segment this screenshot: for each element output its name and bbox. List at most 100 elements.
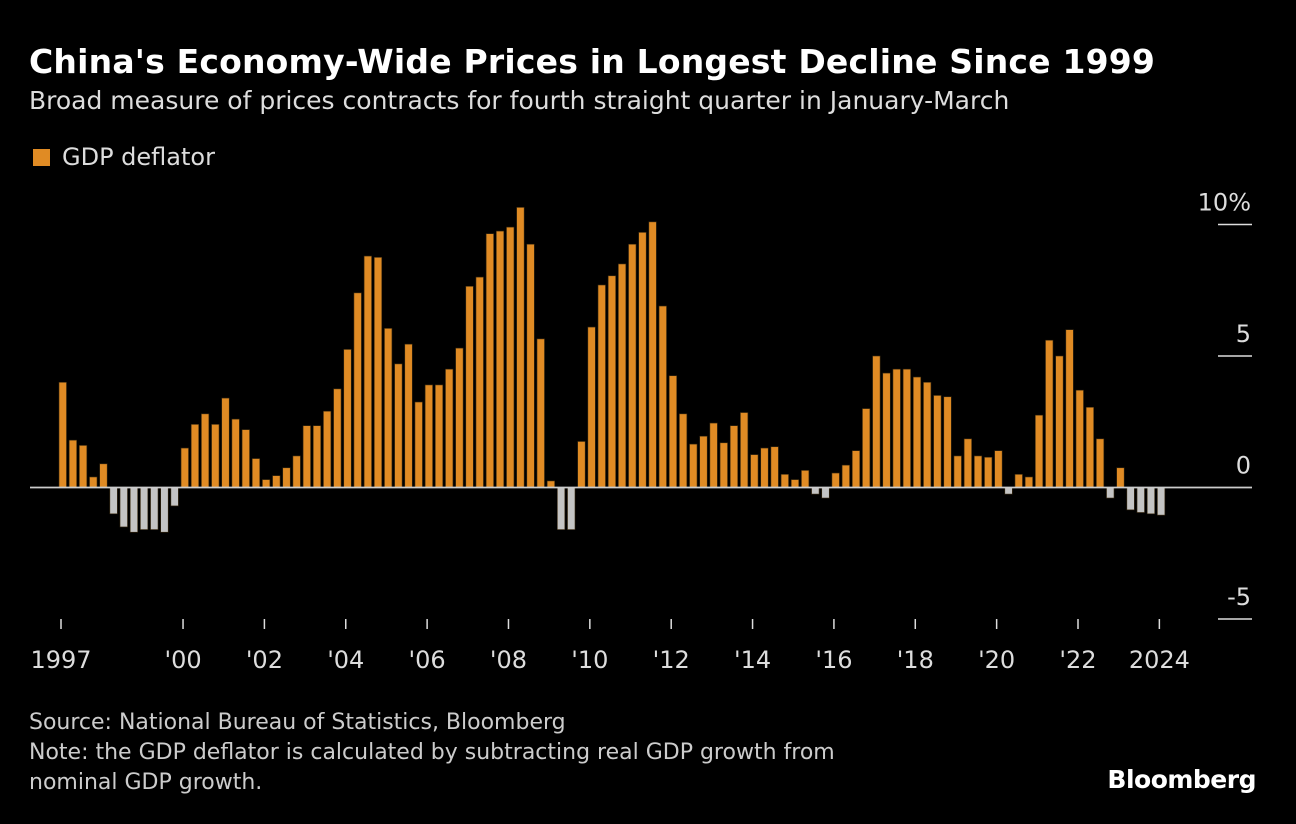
legend-swatch bbox=[33, 148, 50, 166]
bar bbox=[190, 424, 200, 488]
bar bbox=[170, 487, 179, 507]
bar bbox=[729, 425, 739, 488]
bar bbox=[1004, 487, 1013, 495]
bar bbox=[353, 292, 362, 488]
bar bbox=[923, 381, 932, 488]
bar bbox=[201, 413, 210, 488]
y-tick-label: 0 bbox=[1236, 452, 1251, 480]
y-tick-label: -5 bbox=[1227, 583, 1251, 611]
footnote-line-1: Note: the GDP deflator is calculated by … bbox=[29, 740, 835, 765]
bar bbox=[79, 445, 88, 488]
bar bbox=[902, 368, 911, 488]
bar bbox=[1065, 329, 1074, 488]
bar bbox=[475, 276, 484, 488]
bar bbox=[709, 422, 718, 488]
bar bbox=[831, 472, 840, 488]
bar bbox=[526, 243, 535, 488]
bar bbox=[292, 455, 301, 488]
bar bbox=[1075, 389, 1084, 488]
bar bbox=[1035, 414, 1044, 488]
bar bbox=[1024, 476, 1033, 488]
bar bbox=[933, 395, 942, 488]
bar bbox=[485, 233, 494, 488]
bar bbox=[496, 230, 505, 488]
bar bbox=[668, 375, 678, 488]
bar bbox=[1096, 438, 1105, 488]
bar bbox=[516, 207, 525, 488]
bar bbox=[811, 487, 820, 495]
bar bbox=[973, 455, 983, 488]
x-tick-label: '18 bbox=[897, 646, 934, 674]
bar bbox=[445, 368, 454, 488]
bar bbox=[302, 425, 311, 488]
bar bbox=[567, 487, 576, 530]
bar bbox=[679, 413, 688, 488]
bar bbox=[1014, 474, 1023, 488]
bar bbox=[658, 305, 667, 488]
x-tick-label: '20 bbox=[978, 646, 1015, 674]
bar bbox=[862, 408, 871, 488]
bar bbox=[963, 438, 972, 488]
bar bbox=[272, 475, 281, 488]
bar bbox=[740, 412, 749, 488]
bar bbox=[221, 397, 230, 488]
bar bbox=[638, 232, 647, 488]
bar bbox=[587, 326, 596, 488]
bar bbox=[312, 425, 322, 488]
bar bbox=[1085, 406, 1094, 488]
x-tick-label: '12 bbox=[653, 646, 690, 674]
bar bbox=[892, 368, 901, 488]
y-tick-label: 10% bbox=[1198, 189, 1251, 217]
source-note: Source: National Bureau of Statistics, B… bbox=[29, 710, 566, 735]
bar bbox=[343, 349, 352, 488]
bar bbox=[719, 442, 728, 488]
bar bbox=[699, 435, 708, 488]
x-tick-label: '04 bbox=[327, 646, 364, 674]
bar bbox=[241, 429, 250, 488]
bar bbox=[119, 487, 128, 528]
x-tick-label: '02 bbox=[246, 646, 283, 674]
x-tick-label: 1997 bbox=[30, 646, 91, 674]
bar bbox=[262, 479, 271, 488]
legend-label: GDP deflator bbox=[62, 143, 215, 171]
bar bbox=[373, 257, 383, 488]
bar bbox=[1126, 487, 1135, 511]
bar bbox=[597, 284, 606, 488]
bar bbox=[282, 467, 291, 488]
chart-title: China's Economy-Wide Prices in Longest D… bbox=[29, 42, 1156, 81]
bar bbox=[129, 487, 138, 533]
bar bbox=[434, 384, 444, 488]
footnote-line-2: nominal GDP growth. bbox=[29, 770, 263, 795]
bar bbox=[251, 458, 261, 488]
bar bbox=[384, 328, 393, 488]
bar bbox=[912, 376, 922, 488]
bar bbox=[140, 487, 149, 530]
bar bbox=[394, 363, 403, 488]
bar bbox=[577, 441, 586, 488]
bar bbox=[841, 464, 850, 488]
bar bbox=[1106, 487, 1115, 499]
y-tick-label: 5 bbox=[1236, 320, 1251, 348]
bar bbox=[750, 454, 759, 488]
bar bbox=[180, 447, 189, 488]
x-tick-label: '06 bbox=[409, 646, 446, 674]
bar bbox=[790, 479, 800, 488]
bar bbox=[689, 443, 698, 488]
bar bbox=[1116, 467, 1125, 488]
bar bbox=[150, 487, 159, 530]
legend: GDP deflator bbox=[33, 143, 215, 171]
x-tick-label: '00 bbox=[164, 646, 201, 674]
bar bbox=[455, 347, 464, 488]
bar bbox=[506, 226, 515, 488]
bar bbox=[68, 439, 77, 488]
bar bbox=[109, 487, 118, 515]
bar bbox=[1136, 487, 1145, 513]
x-tick-label: '14 bbox=[734, 646, 771, 674]
bar bbox=[160, 487, 169, 533]
chart-subtitle: Broad measure of prices contracts for fo… bbox=[29, 86, 1010, 115]
x-tick-label: '22 bbox=[1059, 646, 1096, 674]
bar bbox=[821, 487, 830, 499]
x-tick-label: '08 bbox=[490, 646, 527, 674]
bloomberg-logo: Bloomberg bbox=[1107, 765, 1256, 794]
